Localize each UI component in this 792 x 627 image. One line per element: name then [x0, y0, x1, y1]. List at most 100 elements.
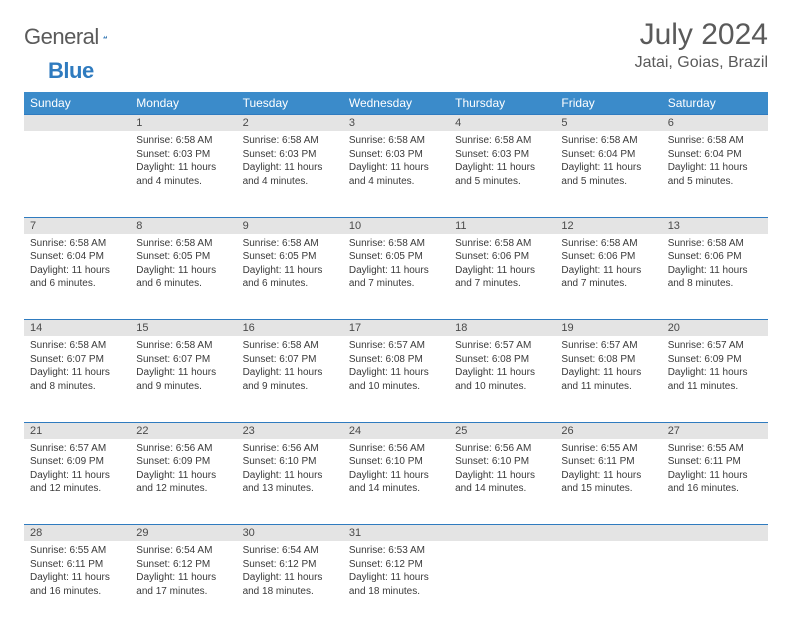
day-number: 24 — [343, 422, 449, 439]
day-detail: Sunrise: 6:58 AMSunset: 6:06 PMDaylight:… — [662, 234, 768, 293]
day-cell: Sunrise: 6:56 AMSunset: 6:10 PMDaylight:… — [343, 439, 449, 525]
sunrise-text: Sunrise: 6:57 AM — [455, 339, 549, 353]
day-detail: Sunrise: 6:54 AMSunset: 6:12 PMDaylight:… — [237, 541, 343, 600]
daylight-text-1: Daylight: 11 hours — [455, 161, 549, 175]
empty-cell — [662, 541, 768, 627]
daylight-text-2: and 4 minutes. — [349, 175, 443, 189]
calendar-body: 123456Sunrise: 6:58 AMSunset: 6:03 PMDay… — [24, 115, 768, 627]
day-number: 13 — [662, 217, 768, 234]
sunrise-text: Sunrise: 6:58 AM — [136, 237, 230, 251]
sunset-text: Sunset: 6:10 PM — [349, 455, 443, 469]
sunrise-text: Sunrise: 6:58 AM — [561, 237, 655, 251]
daylight-text-1: Daylight: 11 hours — [668, 469, 762, 483]
sunrise-text: Sunrise: 6:55 AM — [668, 442, 762, 456]
daylight-text-1: Daylight: 11 hours — [243, 469, 337, 483]
day-number — [555, 525, 661, 542]
day-cell: Sunrise: 6:58 AMSunset: 6:06 PMDaylight:… — [662, 234, 768, 320]
day-detail: Sunrise: 6:58 AMSunset: 6:07 PMDaylight:… — [237, 336, 343, 395]
sunset-text: Sunset: 6:05 PM — [243, 250, 337, 264]
day-cell: Sunrise: 6:58 AMSunset: 6:05 PMDaylight:… — [130, 234, 236, 320]
day-number: 30 — [237, 525, 343, 542]
sunset-text: Sunset: 6:08 PM — [349, 353, 443, 367]
sunset-text: Sunset: 6:03 PM — [349, 148, 443, 162]
daylight-text-1: Daylight: 11 hours — [455, 264, 549, 278]
sunrise-text: Sunrise: 6:57 AM — [561, 339, 655, 353]
day-detail: Sunrise: 6:58 AMSunset: 6:07 PMDaylight:… — [130, 336, 236, 395]
day-detail: Sunrise: 6:58 AMSunset: 6:06 PMDaylight:… — [555, 234, 661, 293]
daylight-text-1: Daylight: 11 hours — [243, 571, 337, 585]
sunrise-text: Sunrise: 6:58 AM — [136, 339, 230, 353]
day-cell: Sunrise: 6:58 AMSunset: 6:03 PMDaylight:… — [237, 131, 343, 217]
sunset-text: Sunset: 6:12 PM — [136, 558, 230, 572]
day-cell: Sunrise: 6:54 AMSunset: 6:12 PMDaylight:… — [237, 541, 343, 627]
daylight-text-1: Daylight: 11 hours — [136, 264, 230, 278]
sunrise-text: Sunrise: 6:58 AM — [30, 339, 124, 353]
day-detail: Sunrise: 6:58 AMSunset: 6:05 PMDaylight:… — [237, 234, 343, 293]
day-number: 16 — [237, 320, 343, 337]
day-cell: Sunrise: 6:56 AMSunset: 6:10 PMDaylight:… — [449, 439, 555, 525]
sunset-text: Sunset: 6:12 PM — [243, 558, 337, 572]
sunset-text: Sunset: 6:09 PM — [30, 455, 124, 469]
calendar-table: Sunday Monday Tuesday Wednesday Thursday… — [24, 92, 768, 627]
day-number: 28 — [24, 525, 130, 542]
daylight-text-2: and 7 minutes. — [349, 277, 443, 291]
day-number: 22 — [130, 422, 236, 439]
daylight-text-2: and 14 minutes. — [455, 482, 549, 496]
day-number: 14 — [24, 320, 130, 337]
daylight-text-1: Daylight: 11 hours — [136, 366, 230, 380]
day-cell: Sunrise: 6:58 AMSunset: 6:03 PMDaylight:… — [130, 131, 236, 217]
daylight-text-1: Daylight: 11 hours — [243, 161, 337, 175]
sunset-text: Sunset: 6:07 PM — [136, 353, 230, 367]
sunset-text: Sunset: 6:04 PM — [668, 148, 762, 162]
day-cell: Sunrise: 6:58 AMSunset: 6:07 PMDaylight:… — [24, 336, 130, 422]
day-number: 11 — [449, 217, 555, 234]
day-number: 5 — [555, 115, 661, 132]
daylight-text-2: and 7 minutes. — [561, 277, 655, 291]
sunrise-text: Sunrise: 6:58 AM — [455, 134, 549, 148]
daylight-text-1: Daylight: 11 hours — [455, 366, 549, 380]
day-number: 31 — [343, 525, 449, 542]
sunrise-text: Sunrise: 6:58 AM — [455, 237, 549, 251]
sunrise-text: Sunrise: 6:58 AM — [349, 237, 443, 251]
sunrise-text: Sunrise: 6:57 AM — [30, 442, 124, 456]
day-cell: Sunrise: 6:58 AMSunset: 6:04 PMDaylight:… — [24, 234, 130, 320]
day-number: 21 — [24, 422, 130, 439]
empty-cell — [555, 541, 661, 627]
sunset-text: Sunset: 6:08 PM — [455, 353, 549, 367]
day-cell: Sunrise: 6:58 AMSunset: 6:03 PMDaylight:… — [449, 131, 555, 217]
day-cell: Sunrise: 6:58 AMSunset: 6:04 PMDaylight:… — [555, 131, 661, 217]
day-detail: Sunrise: 6:58 AMSunset: 6:03 PMDaylight:… — [343, 131, 449, 190]
sunrise-text: Sunrise: 6:58 AM — [243, 134, 337, 148]
month-title: July 2024 — [635, 18, 768, 52]
day-number: 29 — [130, 525, 236, 542]
daylight-text-1: Daylight: 11 hours — [136, 161, 230, 175]
daylight-text-2: and 18 minutes. — [349, 585, 443, 599]
day-detail: Sunrise: 6:56 AMSunset: 6:10 PMDaylight:… — [343, 439, 449, 498]
day-number: 1 — [130, 115, 236, 132]
daylight-text-1: Daylight: 11 hours — [668, 366, 762, 380]
sunset-text: Sunset: 6:09 PM — [668, 353, 762, 367]
day-cell: Sunrise: 6:55 AMSunset: 6:11 PMDaylight:… — [555, 439, 661, 525]
day-detail: Sunrise: 6:58 AMSunset: 6:07 PMDaylight:… — [24, 336, 130, 395]
day-number: 8 — [130, 217, 236, 234]
sunrise-text: Sunrise: 6:56 AM — [136, 442, 230, 456]
daylight-text-1: Daylight: 11 hours — [349, 571, 443, 585]
daylight-text-1: Daylight: 11 hours — [349, 366, 443, 380]
day-cell: Sunrise: 6:57 AMSunset: 6:09 PMDaylight:… — [24, 439, 130, 525]
day-number: 6 — [662, 115, 768, 132]
day-number: 9 — [237, 217, 343, 234]
day-detail: Sunrise: 6:58 AMSunset: 6:04 PMDaylight:… — [24, 234, 130, 293]
day-number: 25 — [449, 422, 555, 439]
day-number: 7 — [24, 217, 130, 234]
sunset-text: Sunset: 6:11 PM — [561, 455, 655, 469]
day-cell: Sunrise: 6:53 AMSunset: 6:12 PMDaylight:… — [343, 541, 449, 627]
weekday-wed: Wednesday — [343, 92, 449, 115]
daylight-text-1: Daylight: 11 hours — [243, 366, 337, 380]
calendar-page: General July 2024 Jatai, Goias, Brazil B… — [0, 0, 792, 627]
daylight-text-2: and 11 minutes. — [668, 380, 762, 394]
day-detail: Sunrise: 6:57 AMSunset: 6:08 PMDaylight:… — [555, 336, 661, 395]
day-detail: Sunrise: 6:58 AMSunset: 6:06 PMDaylight:… — [449, 234, 555, 293]
sunset-text: Sunset: 6:06 PM — [668, 250, 762, 264]
day-detail: Sunrise: 6:56 AMSunset: 6:09 PMDaylight:… — [130, 439, 236, 498]
weekday-sat: Saturday — [662, 92, 768, 115]
